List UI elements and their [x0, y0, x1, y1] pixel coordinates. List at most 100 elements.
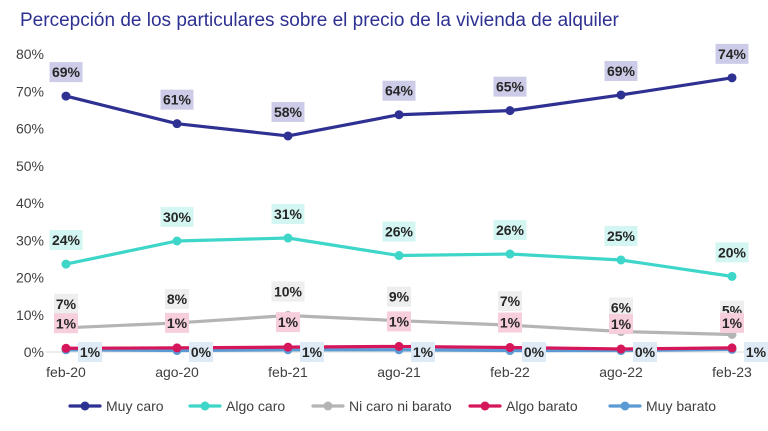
data-label-text: 1% — [80, 344, 101, 360]
data-label: 64% — [383, 81, 416, 101]
data-label: 1% — [498, 313, 522, 333]
data-label: 1% — [54, 313, 78, 333]
data-label: 61% — [161, 90, 194, 110]
data-label-text: 26% — [385, 224, 414, 240]
data-point — [173, 119, 182, 128]
y-tick-label: 30% — [16, 232, 44, 248]
x-tick-label: feb-21 — [268, 364, 308, 380]
data-label-text: 65% — [496, 79, 525, 95]
data-label-text: 9% — [389, 289, 410, 305]
data-point — [617, 90, 626, 99]
data-point — [617, 345, 626, 354]
data-label: 0% — [633, 342, 657, 362]
data-label: 74% — [716, 44, 749, 64]
y-tick-label: 70% — [16, 83, 44, 99]
data-label: 26% — [494, 220, 527, 240]
data-point — [506, 250, 515, 259]
data-point — [173, 236, 182, 245]
legend: Muy caro Algo caro Ni caro ni barato Algo b… — [70, 398, 716, 414]
y-tick-label: 80% — [16, 46, 44, 62]
data-label: 1% — [720, 313, 744, 333]
data-label-text: 1% — [413, 344, 434, 360]
data-point — [395, 251, 404, 260]
y-tick-label: 40% — [16, 195, 44, 211]
legend-item: Algo caro — [190, 398, 285, 414]
x-tick-label: ago-21 — [377, 364, 421, 380]
data-label: 26% — [383, 222, 416, 242]
data-label-text: 6% — [611, 300, 632, 316]
legend-marker — [201, 402, 210, 411]
data-label-text: 8% — [167, 291, 188, 307]
data-label-text: 30% — [163, 209, 192, 225]
data-point — [506, 106, 515, 115]
data-label-text: 58% — [274, 104, 303, 120]
data-label: 20% — [716, 242, 749, 262]
data-point — [173, 343, 182, 352]
legend-marker — [621, 402, 630, 411]
data-label: 1% — [78, 342, 102, 362]
data-label: 31% — [272, 204, 305, 224]
data-label: 0% — [522, 342, 546, 362]
data-label: 1% — [744, 342, 768, 362]
data-label: 9% — [387, 287, 411, 307]
data-point — [62, 260, 71, 269]
data-point — [284, 131, 293, 140]
legend-label: Muy barato — [646, 398, 716, 414]
x-tick-label: ago-20 — [155, 364, 199, 380]
legend-item: Ni caro ni barato — [313, 398, 452, 414]
data-label-text: 10% — [274, 283, 303, 299]
data-label: 1% — [411, 342, 435, 362]
data-label: 1% — [609, 314, 633, 334]
data-label-text: 1% — [278, 314, 299, 330]
data-point — [395, 342, 404, 351]
data-point — [728, 343, 737, 352]
x-tick-label: feb-22 — [490, 364, 530, 380]
data-label: 1% — [165, 313, 189, 333]
data-point — [284, 343, 293, 352]
legend-marker — [324, 402, 333, 411]
data-label: 10% — [272, 281, 305, 301]
data-label-text: 61% — [163, 92, 192, 108]
x-tick-label: feb-23 — [712, 364, 752, 380]
data-label-text: 69% — [607, 63, 636, 79]
data-label-text: 31% — [274, 206, 303, 222]
data-point — [62, 344, 71, 353]
data-label-text: 1% — [167, 315, 188, 331]
y-axis: 0%10%20%30%40%50%60%70%80% — [16, 46, 44, 360]
data-label-text: 0% — [635, 344, 656, 360]
data-label-text: 1% — [389, 313, 410, 329]
data-label: 0% — [189, 342, 213, 362]
data-label-text: 1% — [302, 344, 323, 360]
data-label: 8% — [165, 289, 189, 309]
data-label-text: 74% — [718, 46, 747, 62]
data-label: 7% — [498, 291, 522, 311]
data-point — [617, 255, 626, 264]
data-label-layer: 69%61%58%64%65%69%74%24%30%31%26%26%25%2… — [50, 44, 768, 362]
data-label: 65% — [494, 77, 527, 97]
legend-label: Muy caro — [106, 398, 164, 414]
legend-item: Muy caro — [70, 398, 164, 414]
data-label-text: 24% — [52, 232, 81, 248]
data-point — [395, 110, 404, 119]
data-label-text: 20% — [718, 244, 747, 260]
data-label-text: 0% — [191, 344, 212, 360]
data-point — [62, 92, 71, 101]
data-label-text: 1% — [56, 315, 77, 331]
data-label: 7% — [54, 294, 78, 314]
data-point — [728, 73, 737, 82]
data-label: 1% — [387, 311, 411, 331]
legend-label: Algo barato — [506, 398, 578, 414]
data-label-text: 0% — [524, 344, 545, 360]
data-label: 1% — [276, 312, 300, 332]
data-label-text: 7% — [500, 293, 521, 309]
data-label-text: 25% — [607, 228, 636, 244]
y-tick-label: 50% — [16, 158, 44, 174]
legend-marker — [81, 402, 90, 411]
data-label-text: 1% — [746, 344, 767, 360]
data-point — [728, 272, 737, 281]
legend-label: Ni caro ni barato — [349, 398, 452, 414]
data-label-text: 1% — [722, 315, 743, 331]
data-point — [284, 234, 293, 243]
data-label: 69% — [605, 61, 638, 81]
